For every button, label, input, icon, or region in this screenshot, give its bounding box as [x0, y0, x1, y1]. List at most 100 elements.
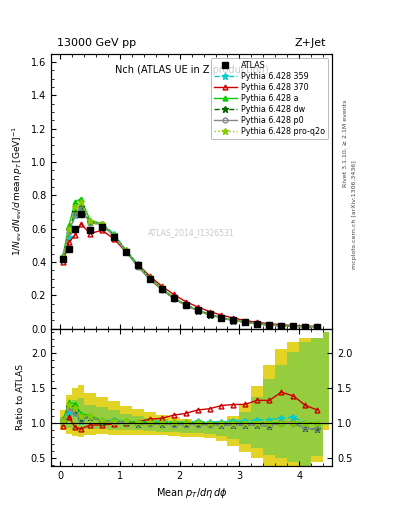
- Pythia 6.428 dw: [303, 324, 308, 330]
- ATLAS: [73, 226, 77, 232]
- Pythia 6.428 dw: [207, 312, 212, 318]
- Pythia 6.428 370: [207, 308, 212, 314]
- Pythia 6.428 p0: [99, 221, 104, 227]
- Pythia 6.428 370: [291, 323, 296, 329]
- Pythia 6.428 370: [73, 232, 77, 239]
- Pythia 6.428 pro-q2o: [88, 218, 92, 224]
- Pythia 6.428 pro-q2o: [159, 285, 164, 291]
- Pythia 6.428 370: [231, 315, 236, 321]
- Pythia 6.428 359: [99, 221, 104, 227]
- Pythia 6.428 370: [147, 273, 152, 279]
- Pythia 6.428 p0: [73, 212, 77, 218]
- Pythia 6.428 pro-q2o: [183, 302, 188, 308]
- Line: ATLAS: ATLAS: [60, 210, 320, 330]
- Pythia 6.428 359: [243, 319, 248, 325]
- Pythia 6.428 a: [183, 302, 188, 308]
- Pythia 6.428 pro-q2o: [291, 323, 296, 329]
- Pythia 6.428 dw: [291, 323, 296, 329]
- Pythia 6.428 359: [303, 324, 308, 330]
- ATLAS: [112, 234, 116, 240]
- Pythia 6.428 359: [61, 255, 65, 262]
- Pythia 6.428 370: [183, 298, 188, 305]
- Pythia 6.428 p0: [291, 323, 296, 329]
- Pythia 6.428 pro-q2o: [315, 324, 320, 330]
- Legend: ATLAS, Pythia 6.428 359, Pythia 6.428 370, Pythia 6.428 a, Pythia 6.428 dw, Pyth: ATLAS, Pythia 6.428 359, Pythia 6.428 37…: [211, 58, 328, 139]
- Pythia 6.428 dw: [79, 204, 83, 210]
- Pythia 6.428 370: [112, 236, 116, 242]
- ATLAS: [147, 275, 152, 282]
- Pythia 6.428 359: [291, 323, 296, 329]
- ATLAS: [207, 311, 212, 317]
- ATLAS: [291, 323, 296, 329]
- Pythia 6.428 a: [195, 307, 200, 313]
- Line: Pythia 6.428 370: Pythia 6.428 370: [61, 221, 320, 329]
- Pythia 6.428 359: [79, 207, 83, 214]
- Text: mcplots.cern.ch [arXiv:1306.3436]: mcplots.cern.ch [arXiv:1306.3436]: [352, 161, 357, 269]
- Y-axis label: Ratio to ATLAS: Ratio to ATLAS: [16, 364, 25, 430]
- Pythia 6.428 359: [112, 230, 116, 237]
- Pythia 6.428 370: [171, 291, 176, 297]
- Pythia 6.428 dw: [61, 254, 65, 260]
- Pythia 6.428 p0: [123, 248, 128, 254]
- Pythia 6.428 pro-q2o: [79, 199, 83, 205]
- Pythia 6.428 359: [183, 302, 188, 308]
- Pythia 6.428 a: [231, 317, 236, 323]
- Pythia 6.428 370: [219, 312, 224, 318]
- Pythia 6.428 a: [303, 324, 308, 330]
- Pythia 6.428 dw: [183, 302, 188, 308]
- Pythia 6.428 pro-q2o: [243, 319, 248, 325]
- Pythia 6.428 359: [207, 311, 212, 317]
- Pythia 6.428 359: [73, 212, 77, 218]
- ATLAS: [303, 324, 308, 330]
- ATLAS: [67, 246, 72, 252]
- Line: Pythia 6.428 pro-q2o: Pythia 6.428 pro-q2o: [60, 199, 320, 330]
- Pythia 6.428 a: [243, 319, 248, 325]
- Pythia 6.428 pro-q2o: [255, 321, 260, 327]
- Pythia 6.428 359: [171, 294, 176, 301]
- X-axis label: Mean $p_T/d\eta\,d\phi$: Mean $p_T/d\eta\,d\phi$: [156, 486, 228, 500]
- Pythia 6.428 a: [159, 286, 164, 292]
- Pythia 6.428 pro-q2o: [136, 262, 140, 268]
- Pythia 6.428 359: [159, 285, 164, 291]
- Pythia 6.428 pro-q2o: [303, 324, 308, 330]
- Pythia 6.428 pro-q2o: [67, 226, 72, 232]
- Pythia 6.428 dw: [159, 286, 164, 292]
- Pythia 6.428 pro-q2o: [123, 247, 128, 253]
- Pythia 6.428 dw: [136, 263, 140, 269]
- Pythia 6.428 a: [267, 322, 272, 328]
- Pythia 6.428 p0: [243, 319, 248, 326]
- Pythia 6.428 p0: [112, 233, 116, 239]
- Pythia 6.428 370: [61, 259, 65, 265]
- Pythia 6.428 359: [147, 274, 152, 281]
- Pythia 6.428 dw: [123, 248, 128, 254]
- Pythia 6.428 dw: [279, 323, 284, 329]
- ATLAS: [79, 210, 83, 217]
- Line: Pythia 6.428 359: Pythia 6.428 359: [60, 207, 320, 330]
- Text: Z+Jet: Z+Jet: [295, 38, 327, 48]
- Pythia 6.428 pro-q2o: [171, 294, 176, 301]
- Pythia 6.428 359: [195, 307, 200, 313]
- Pythia 6.428 pro-q2o: [99, 221, 104, 227]
- Pythia 6.428 dw: [267, 322, 272, 328]
- Pythia 6.428 p0: [171, 295, 176, 302]
- ATLAS: [255, 321, 260, 327]
- Line: Pythia 6.428 p0: Pythia 6.428 p0: [61, 206, 320, 329]
- Pythia 6.428 p0: [159, 287, 164, 293]
- Pythia 6.428 a: [207, 311, 212, 317]
- Pythia 6.428 pro-q2o: [112, 232, 116, 239]
- Pythia 6.428 pro-q2o: [279, 323, 284, 329]
- Pythia 6.428 370: [279, 322, 284, 328]
- Pythia 6.428 370: [123, 249, 128, 255]
- Pythia 6.428 370: [99, 227, 104, 233]
- ATLAS: [183, 302, 188, 308]
- Pythia 6.428 370: [159, 283, 164, 289]
- Pythia 6.428 a: [67, 222, 72, 228]
- Text: Nch (ATLAS UE in Z production): Nch (ATLAS UE in Z production): [115, 65, 268, 75]
- Pythia 6.428 a: [73, 199, 77, 205]
- ATLAS: [123, 249, 128, 255]
- ATLAS: [195, 307, 200, 313]
- Pythia 6.428 370: [67, 239, 72, 245]
- Pythia 6.428 pro-q2o: [219, 315, 224, 321]
- Pythia 6.428 p0: [79, 205, 83, 211]
- Pythia 6.428 pro-q2o: [207, 311, 212, 317]
